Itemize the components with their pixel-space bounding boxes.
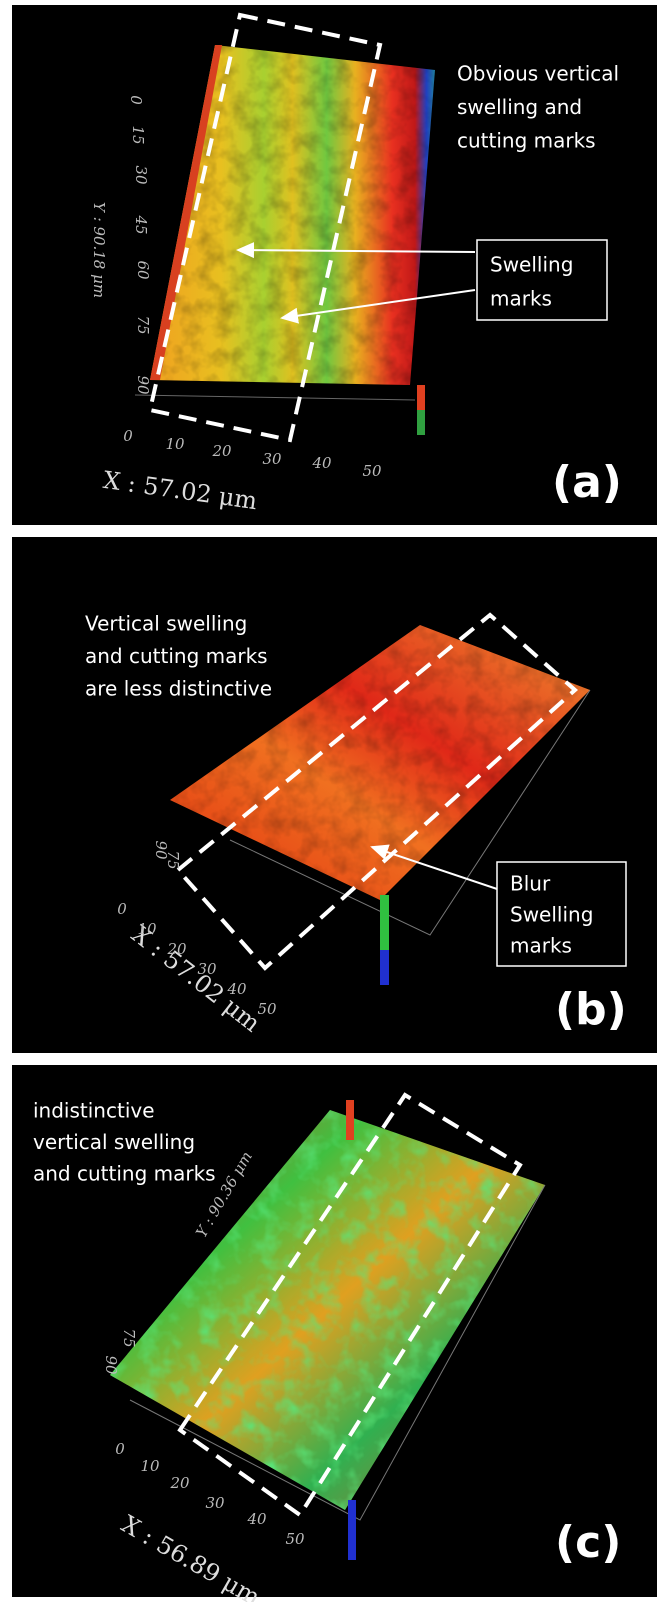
x-tick-label: 40 xyxy=(246,1510,267,1528)
y-tick-label: 90 xyxy=(152,840,170,860)
y-tick-label: 45 xyxy=(132,214,150,234)
y-axis-title: Y : 90.18 μm xyxy=(90,202,108,298)
x-tick-label: 30 xyxy=(205,1494,225,1512)
x-tick-label: 30 xyxy=(262,450,282,468)
x-tick-label: 50 xyxy=(285,1530,305,1548)
annotation: cutting marks xyxy=(457,129,596,153)
surface-c-texture xyxy=(110,1110,545,1510)
annotation: and cutting marks xyxy=(85,644,268,668)
spike xyxy=(380,895,389,985)
annotation: swelling and xyxy=(457,95,582,119)
callout-box xyxy=(496,861,627,967)
callout-text: marks xyxy=(490,287,552,311)
y-tick-label: 75 xyxy=(120,1328,138,1347)
panel-label: (b) xyxy=(555,984,627,1035)
y-tick-label: 90 xyxy=(102,1355,120,1375)
x-tick-label: 50 xyxy=(257,1000,277,1018)
y-tick-label: 90 xyxy=(134,375,152,395)
panel-label: (a) xyxy=(552,457,622,508)
callout-box xyxy=(476,239,608,321)
dashed-region xyxy=(177,1092,523,1518)
dashed-region xyxy=(147,12,383,443)
x-tick-label: 10 xyxy=(137,920,157,938)
x-tick-label: 20 xyxy=(169,1474,190,1492)
callout-text: marks xyxy=(510,934,572,958)
spike xyxy=(346,1100,354,1140)
annotation: Vertical swelling xyxy=(85,612,247,636)
arrow xyxy=(370,844,501,891)
x-tick-label: 10 xyxy=(165,435,185,453)
callout-text: Swelling xyxy=(490,253,573,277)
x-tick-label: 50 xyxy=(362,462,382,480)
arrow xyxy=(280,289,476,324)
annotation: are less distinctive xyxy=(85,677,272,701)
x-tick-label: 20 xyxy=(166,940,187,958)
dashed-region xyxy=(175,612,579,971)
x-tick-label: 10 xyxy=(140,1457,160,1475)
arrow xyxy=(236,242,476,259)
x-tick-label: 30 xyxy=(197,960,217,978)
axis-line xyxy=(134,394,416,401)
spike xyxy=(348,1500,356,1560)
y-tick-label: 60 xyxy=(134,260,152,280)
callout-text: Swelling xyxy=(510,903,593,927)
y-tick-label: 75 xyxy=(134,315,152,334)
x-tick-label: 0 xyxy=(123,427,133,445)
x-tick-label: 40 xyxy=(226,980,247,998)
spike xyxy=(417,410,425,435)
y-tick-label: 0 xyxy=(127,95,145,105)
annotation: indistinctive xyxy=(33,1099,155,1123)
panel-label: (c) xyxy=(555,1517,621,1568)
y-tick-label: 15 xyxy=(129,125,147,144)
annotation: and cutting marks xyxy=(33,1162,216,1186)
axis-line xyxy=(229,689,591,936)
surface-a-edge xyxy=(150,45,222,380)
y-tick-label: 75 xyxy=(164,850,182,869)
x-tick-label: 0 xyxy=(115,1440,125,1458)
annotation: vertical swelling xyxy=(33,1130,195,1154)
axis-line xyxy=(129,1184,546,1521)
callout-text: Blur xyxy=(510,872,551,896)
x-tick-label: 40 xyxy=(311,454,332,472)
x-tick-label: 0 xyxy=(117,900,127,918)
surface-a-texture xyxy=(150,45,435,385)
surface-b-texture xyxy=(170,625,590,900)
annotation: Obvious vertical xyxy=(457,62,619,86)
y-tick-label: 30 xyxy=(132,165,150,185)
spike xyxy=(380,950,389,985)
x-tick-label: 20 xyxy=(211,442,232,460)
